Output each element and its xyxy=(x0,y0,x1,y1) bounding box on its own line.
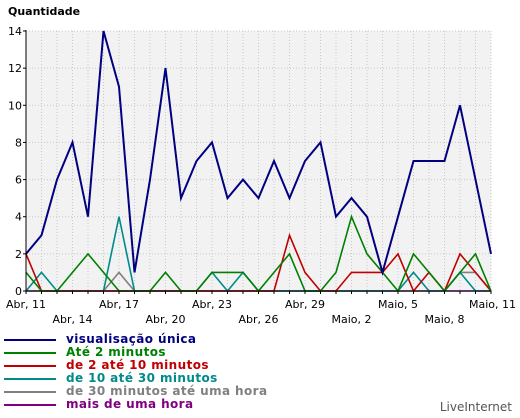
legend-item: de 30 minutos até uma hora xyxy=(4,385,267,398)
x-tick-label: Abr, 29 xyxy=(285,298,325,311)
grid-lines xyxy=(25,30,492,292)
legend-swatch xyxy=(4,364,56,367)
legend-swatch xyxy=(4,403,56,406)
legend-swatch xyxy=(4,390,56,393)
x-tick-label: Maio, 5 xyxy=(378,298,418,311)
axes xyxy=(23,30,492,294)
tick-labels: 0 2 4 6 8 10 12 14 Abr, 11 Abr, 14 Abr, 17 Abr, 20 A… xyxy=(6,25,516,326)
legend-item: de 2 até 10 minutos xyxy=(4,359,267,372)
legend-label: Até 2 minutos xyxy=(66,345,166,359)
legend-label: visualisação única xyxy=(66,332,197,346)
line-chart: Quantidade 0 2 4 6 8 10 12 14 Abr, 11 Abr, 14 Abr,… xyxy=(6,5,516,326)
x-tick-label: Abr, 23 xyxy=(192,298,232,311)
y-tick-label: 12 xyxy=(8,62,22,75)
y-tick-label: 4 xyxy=(15,211,22,224)
x-tick-label: Abr, 26 xyxy=(238,313,278,326)
x-tick-label: Maio, 2 xyxy=(331,313,371,326)
legend-label: de 30 minutos até uma hora xyxy=(66,384,268,398)
y-tick-label: 14 xyxy=(8,25,22,38)
y-tick-label: 6 xyxy=(15,174,22,187)
legend-label: de 10 até 30 minutos xyxy=(66,371,218,385)
x-tick-label: Abr, 20 xyxy=(145,313,185,326)
legend-item: mais de uma hora xyxy=(4,398,267,411)
series-line-0 xyxy=(25,30,492,277)
legend-swatch xyxy=(4,377,56,380)
legend-item: visualisação única xyxy=(4,333,267,346)
x-tick-label: Maio, 8 xyxy=(424,313,464,326)
x-tick-label: Abr, 17 xyxy=(99,298,139,311)
legend-label: de 2 até 10 minutos xyxy=(66,358,209,372)
y-tick-label: 0 xyxy=(15,285,22,298)
y-tick-label: 10 xyxy=(8,99,22,112)
legend-swatch xyxy=(4,351,56,354)
y-axis-label: Quantidade xyxy=(8,5,80,18)
legend-label: mais de uma hora xyxy=(66,397,194,411)
brand-label: LiveInternet xyxy=(439,400,512,414)
legend-item: de 10 até 30 minutos xyxy=(4,372,267,385)
legend: visualisação única Até 2 minutos de 2 até … xyxy=(4,333,267,411)
y-tick-label: 8 xyxy=(15,136,22,149)
y-tick-label: 2 xyxy=(15,248,22,261)
legend-swatch xyxy=(4,338,56,341)
x-tick-label: Abr, 14 xyxy=(52,313,92,326)
x-tick-label: Maio, 11 xyxy=(469,298,516,311)
legend-item: Até 2 minutos xyxy=(4,346,267,359)
x-tick-label: Abr, 11 xyxy=(6,298,46,311)
